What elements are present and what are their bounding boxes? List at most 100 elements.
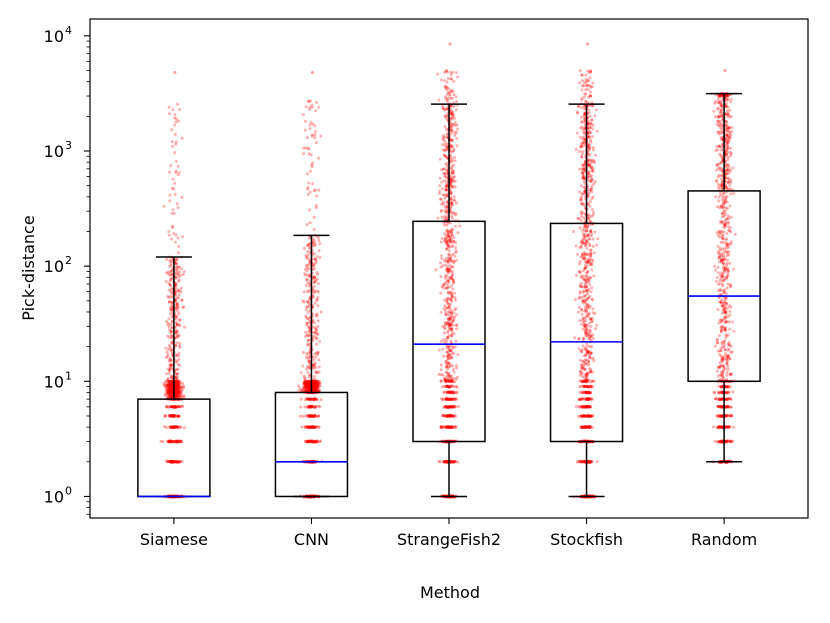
data-point bbox=[169, 380, 173, 384]
data-point bbox=[164, 386, 168, 390]
data-point bbox=[176, 367, 180, 371]
data-point bbox=[166, 383, 170, 387]
data-point bbox=[178, 381, 182, 385]
data-point bbox=[176, 395, 180, 399]
data-point bbox=[175, 386, 179, 390]
data-point bbox=[168, 391, 172, 395]
data-point bbox=[438, 460, 442, 464]
data-point bbox=[313, 290, 317, 294]
data-point bbox=[174, 393, 178, 397]
data-point bbox=[169, 300, 173, 304]
data-point bbox=[453, 116, 457, 120]
data-point bbox=[176, 173, 180, 177]
data-point bbox=[595, 243, 599, 247]
data-point bbox=[177, 460, 181, 464]
data-point bbox=[303, 377, 307, 381]
data-point bbox=[167, 105, 171, 109]
data-point bbox=[445, 200, 449, 204]
data-point bbox=[717, 333, 721, 337]
data-point bbox=[174, 460, 178, 464]
data-point bbox=[178, 405, 182, 409]
data-point bbox=[583, 285, 587, 289]
data-point bbox=[175, 388, 179, 392]
data-point bbox=[164, 372, 168, 376]
data-point bbox=[172, 405, 176, 409]
data-point bbox=[176, 375, 180, 379]
data-point bbox=[170, 460, 174, 464]
data-point bbox=[305, 305, 309, 309]
data-point bbox=[177, 379, 181, 383]
data-point bbox=[438, 176, 442, 180]
data-point bbox=[440, 143, 444, 147]
data-point bbox=[313, 301, 317, 305]
data-point bbox=[452, 405, 456, 409]
data-point bbox=[315, 342, 319, 346]
data-point bbox=[172, 425, 176, 429]
data-point bbox=[719, 391, 723, 395]
data-point bbox=[589, 158, 593, 162]
data-point bbox=[165, 405, 169, 409]
data-point bbox=[175, 394, 179, 398]
data-point bbox=[174, 330, 178, 334]
data-point bbox=[176, 391, 180, 395]
data-point bbox=[449, 298, 453, 302]
data-point bbox=[587, 425, 591, 429]
data-point bbox=[167, 388, 171, 392]
data-point bbox=[174, 384, 178, 388]
data-point bbox=[167, 440, 171, 444]
data-point bbox=[307, 297, 311, 301]
data-point bbox=[177, 382, 181, 386]
data-point bbox=[591, 148, 595, 152]
data-point bbox=[594, 108, 598, 112]
data-point bbox=[591, 244, 595, 248]
data-point bbox=[443, 124, 447, 128]
data-point bbox=[580, 155, 584, 159]
data-point bbox=[300, 389, 304, 393]
data-point bbox=[450, 284, 454, 288]
data-point bbox=[168, 425, 172, 429]
data-point bbox=[177, 439, 181, 443]
data-point bbox=[179, 425, 183, 429]
data-point bbox=[178, 395, 182, 399]
data-point bbox=[175, 372, 179, 376]
data-point bbox=[169, 391, 173, 395]
data-point bbox=[578, 291, 582, 295]
data-point bbox=[178, 405, 182, 409]
data-point bbox=[581, 269, 585, 273]
data-point bbox=[580, 73, 584, 77]
data-point bbox=[167, 379, 171, 383]
data-point bbox=[168, 414, 172, 418]
data-point bbox=[169, 440, 173, 444]
data-point bbox=[174, 440, 178, 444]
data-point bbox=[168, 439, 172, 443]
data-point bbox=[180, 440, 184, 444]
data-point bbox=[442, 354, 446, 358]
data-point bbox=[302, 290, 306, 294]
data-point bbox=[178, 345, 182, 349]
data-point bbox=[712, 425, 716, 429]
data-point bbox=[169, 426, 173, 430]
data-point bbox=[163, 383, 167, 387]
data-point bbox=[593, 160, 597, 164]
data-point bbox=[166, 383, 170, 387]
data-point bbox=[440, 187, 444, 191]
data-point bbox=[452, 376, 456, 380]
data-point bbox=[173, 391, 177, 395]
data-point bbox=[582, 185, 586, 189]
data-point bbox=[180, 404, 184, 408]
data-point bbox=[453, 159, 457, 163]
data-point bbox=[307, 147, 311, 151]
data-point bbox=[182, 395, 186, 399]
data-point bbox=[589, 138, 593, 142]
data-point bbox=[168, 264, 172, 268]
data-point bbox=[169, 330, 173, 334]
data-point bbox=[169, 308, 173, 312]
data-point bbox=[589, 255, 593, 259]
data-point bbox=[307, 267, 311, 271]
data-point bbox=[169, 329, 173, 333]
data-point bbox=[445, 68, 449, 72]
data-point bbox=[181, 404, 185, 408]
data-point bbox=[169, 376, 173, 380]
data-point bbox=[729, 405, 733, 409]
data-point bbox=[174, 391, 178, 395]
